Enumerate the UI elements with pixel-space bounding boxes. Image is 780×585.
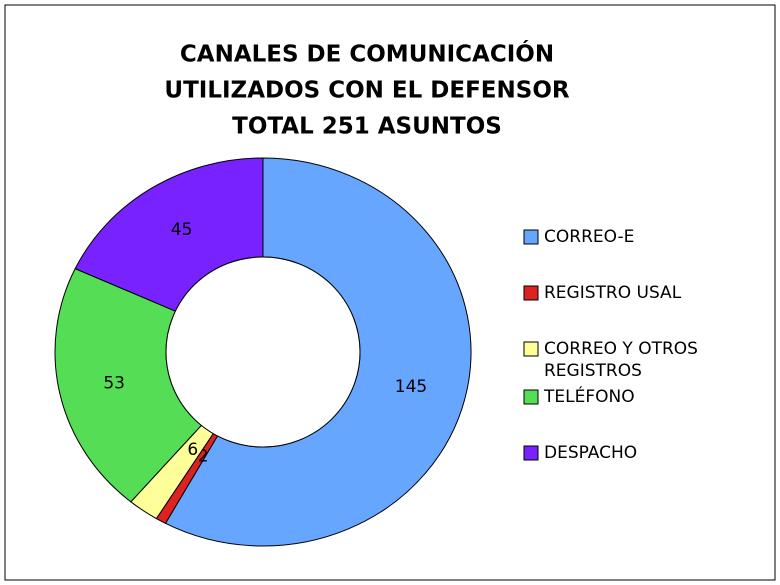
chart-title: UTILIZADOS CON EL DEFENSOR [164,78,569,104]
hole [165,256,361,448]
legend-swatch [523,341,539,357]
legend-swatch [523,445,539,461]
legend-label: TELÉFONO [543,385,635,407]
data-label: 2 [198,447,209,467]
data-label: 6 [187,440,198,460]
legend-swatch [523,389,539,405]
data-label: 53 [103,373,125,393]
chart-title: CANALES DE COMUNICACIÓN [180,40,554,68]
data-label: 145 [395,377,427,397]
chart-title: TOTAL 251 ASUNTOS [232,114,502,140]
legend-label: CORREO Y OTROS REGISTROS [544,339,698,381]
data-label: 45 [171,220,193,240]
legend-label: CORREO-E [544,227,634,247]
legend-label: REGISTRO USAL [544,283,682,303]
legend-swatch [523,285,539,301]
legend-swatch [523,229,539,245]
legend-label: DESPACHO [544,443,637,463]
